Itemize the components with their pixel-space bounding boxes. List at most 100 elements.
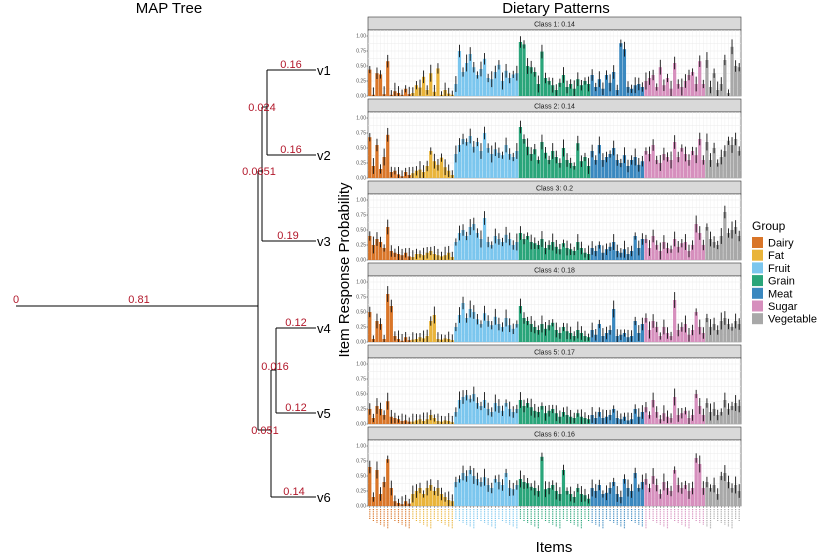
bar xyxy=(705,60,709,96)
bar xyxy=(604,75,609,96)
tree-trunk-label: 0.81 xyxy=(128,294,149,306)
bar xyxy=(687,75,691,96)
panel-background xyxy=(367,357,742,425)
bar xyxy=(669,160,673,178)
bar xyxy=(698,139,702,178)
tree-leaf-branch-label: 0.12 xyxy=(285,402,306,414)
bar xyxy=(694,155,698,178)
bar xyxy=(504,145,508,178)
legend-item-fruit: Fruit xyxy=(752,262,790,275)
bar xyxy=(651,75,655,96)
bar xyxy=(486,485,490,506)
bar xyxy=(522,482,526,506)
bar xyxy=(705,318,709,342)
bar xyxy=(533,488,537,506)
bar xyxy=(608,330,612,342)
legend-title: Group xyxy=(752,219,786,233)
bar xyxy=(680,413,684,424)
panel-strip-label: Class 6: 0.16 xyxy=(534,432,575,439)
bar xyxy=(690,245,695,260)
legend-label: Grain xyxy=(768,276,795,288)
bar xyxy=(482,313,487,342)
bar xyxy=(468,54,472,96)
bar xyxy=(612,409,616,424)
bar xyxy=(655,485,659,506)
bar xyxy=(716,330,720,342)
bar xyxy=(683,485,688,506)
bar xyxy=(561,75,566,96)
bar xyxy=(726,233,731,260)
bar xyxy=(608,154,612,178)
tree-node-label-d: 0.016 xyxy=(261,361,289,373)
bar xyxy=(569,163,573,178)
bar xyxy=(647,415,652,424)
bar xyxy=(662,482,666,506)
bar xyxy=(734,66,738,96)
bar xyxy=(515,242,519,260)
bar xyxy=(655,160,659,178)
bar xyxy=(633,409,637,424)
legend-swatch xyxy=(752,313,763,325)
bar xyxy=(723,60,727,96)
bar xyxy=(723,212,727,260)
panel-class-1: Class 1: 0.14 0.00 0.25 0.50 0.75 1.00 xyxy=(356,16,742,100)
bar xyxy=(547,410,551,424)
bar xyxy=(690,488,695,506)
bar xyxy=(719,236,723,260)
bar xyxy=(432,315,436,342)
legend-item-sugar: Sugar xyxy=(752,300,798,313)
y-tick-label: 0.75 xyxy=(356,213,366,219)
bar xyxy=(561,148,566,178)
bar xyxy=(525,403,530,424)
bar xyxy=(536,330,540,342)
bar xyxy=(673,397,677,424)
bar xyxy=(540,406,544,424)
bar xyxy=(368,137,372,178)
bar xyxy=(540,142,544,178)
bar xyxy=(525,146,530,178)
bar xyxy=(712,242,716,260)
bar xyxy=(597,485,601,506)
bar xyxy=(525,66,530,96)
bar xyxy=(604,157,609,178)
bar xyxy=(518,479,523,506)
bar xyxy=(737,236,741,260)
bar xyxy=(619,43,623,96)
bar xyxy=(719,412,723,424)
bar xyxy=(540,239,544,260)
bar xyxy=(551,485,555,506)
bar xyxy=(475,319,480,342)
bar xyxy=(590,488,594,506)
tree-leaf-v2: v2 xyxy=(317,148,331,163)
legend-label: Dairy xyxy=(768,238,794,250)
y-tick-label: 0.25 xyxy=(356,489,366,495)
bar xyxy=(597,145,601,178)
bar xyxy=(432,161,436,178)
bar xyxy=(536,491,540,506)
bar xyxy=(644,151,648,178)
bar xyxy=(576,79,580,96)
bar xyxy=(389,488,393,506)
bar xyxy=(665,248,670,260)
bar xyxy=(490,412,494,424)
tree-root-label: 0 xyxy=(13,294,19,306)
bar xyxy=(504,403,508,424)
bar xyxy=(576,242,580,260)
bar xyxy=(551,242,555,260)
bar xyxy=(719,476,723,506)
bar xyxy=(522,44,526,96)
bar xyxy=(676,84,680,96)
bar xyxy=(734,403,738,424)
bar xyxy=(655,245,659,260)
bar xyxy=(457,233,462,260)
bar xyxy=(698,406,702,424)
bar xyxy=(472,146,476,178)
tree-leaf-branch-label: 0.19 xyxy=(277,230,298,242)
bar xyxy=(518,127,523,178)
panel-strip-label: Class 5: 0.17 xyxy=(534,350,575,357)
bar xyxy=(389,306,393,342)
bar xyxy=(734,485,738,506)
bar xyxy=(551,409,555,424)
